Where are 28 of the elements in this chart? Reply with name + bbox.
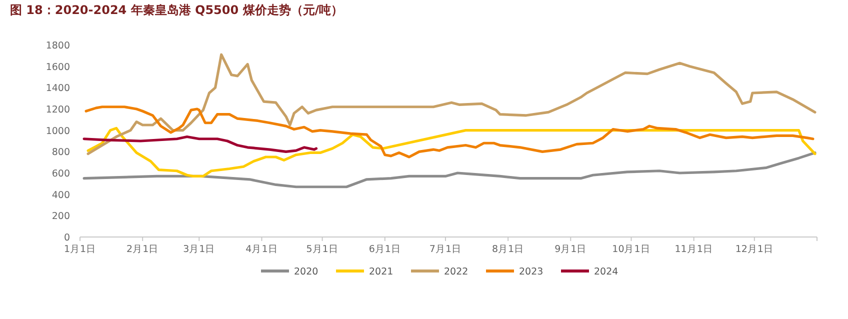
legend-label: 2020 (294, 266, 318, 278)
x-tick-label: 6月1日 (368, 244, 401, 255)
y-tick-label: 800 (52, 147, 70, 158)
y-tick-label: 1400 (46, 83, 70, 94)
x-tick-label: 5月1日 (306, 244, 338, 255)
x-tick-label: 4月1日 (246, 244, 278, 255)
x-tick-label: 2月1日 (126, 244, 159, 255)
y-tick-label: 1800 (46, 40, 70, 52)
legend-label: 2023 (519, 266, 544, 278)
chart-title: 图 18：2020-2024 年秦皇岛港 Q5500 煤价走势（元/吨） (10, 3, 344, 17)
x-tick-label: 9月1日 (554, 244, 587, 255)
x-tick-label: 12月1日 (735, 244, 774, 255)
x-tick-label: 3月1日 (183, 244, 216, 255)
legend-label: 2024 (594, 266, 618, 278)
legend-label: 2022 (444, 266, 468, 278)
y-tick-label: 1600 (46, 62, 70, 73)
y-tick-label: 400 (52, 190, 70, 201)
y-tick-label: 0 (64, 232, 70, 244)
y-tick-label: 600 (52, 168, 70, 180)
x-tick-label: 7月1日 (429, 244, 462, 255)
x-tick-label: 10月1日 (612, 244, 650, 255)
y-tick-label: 200 (52, 211, 70, 222)
legend-label: 2021 (369, 266, 394, 278)
x-tick-label: 8月1日 (492, 244, 524, 255)
x-tick-label: 1月1日 (64, 244, 96, 255)
y-tick-label: 1200 (46, 104, 70, 116)
y-tick-label: 1000 (46, 126, 70, 137)
x-tick-label: 11月1日 (674, 244, 713, 255)
